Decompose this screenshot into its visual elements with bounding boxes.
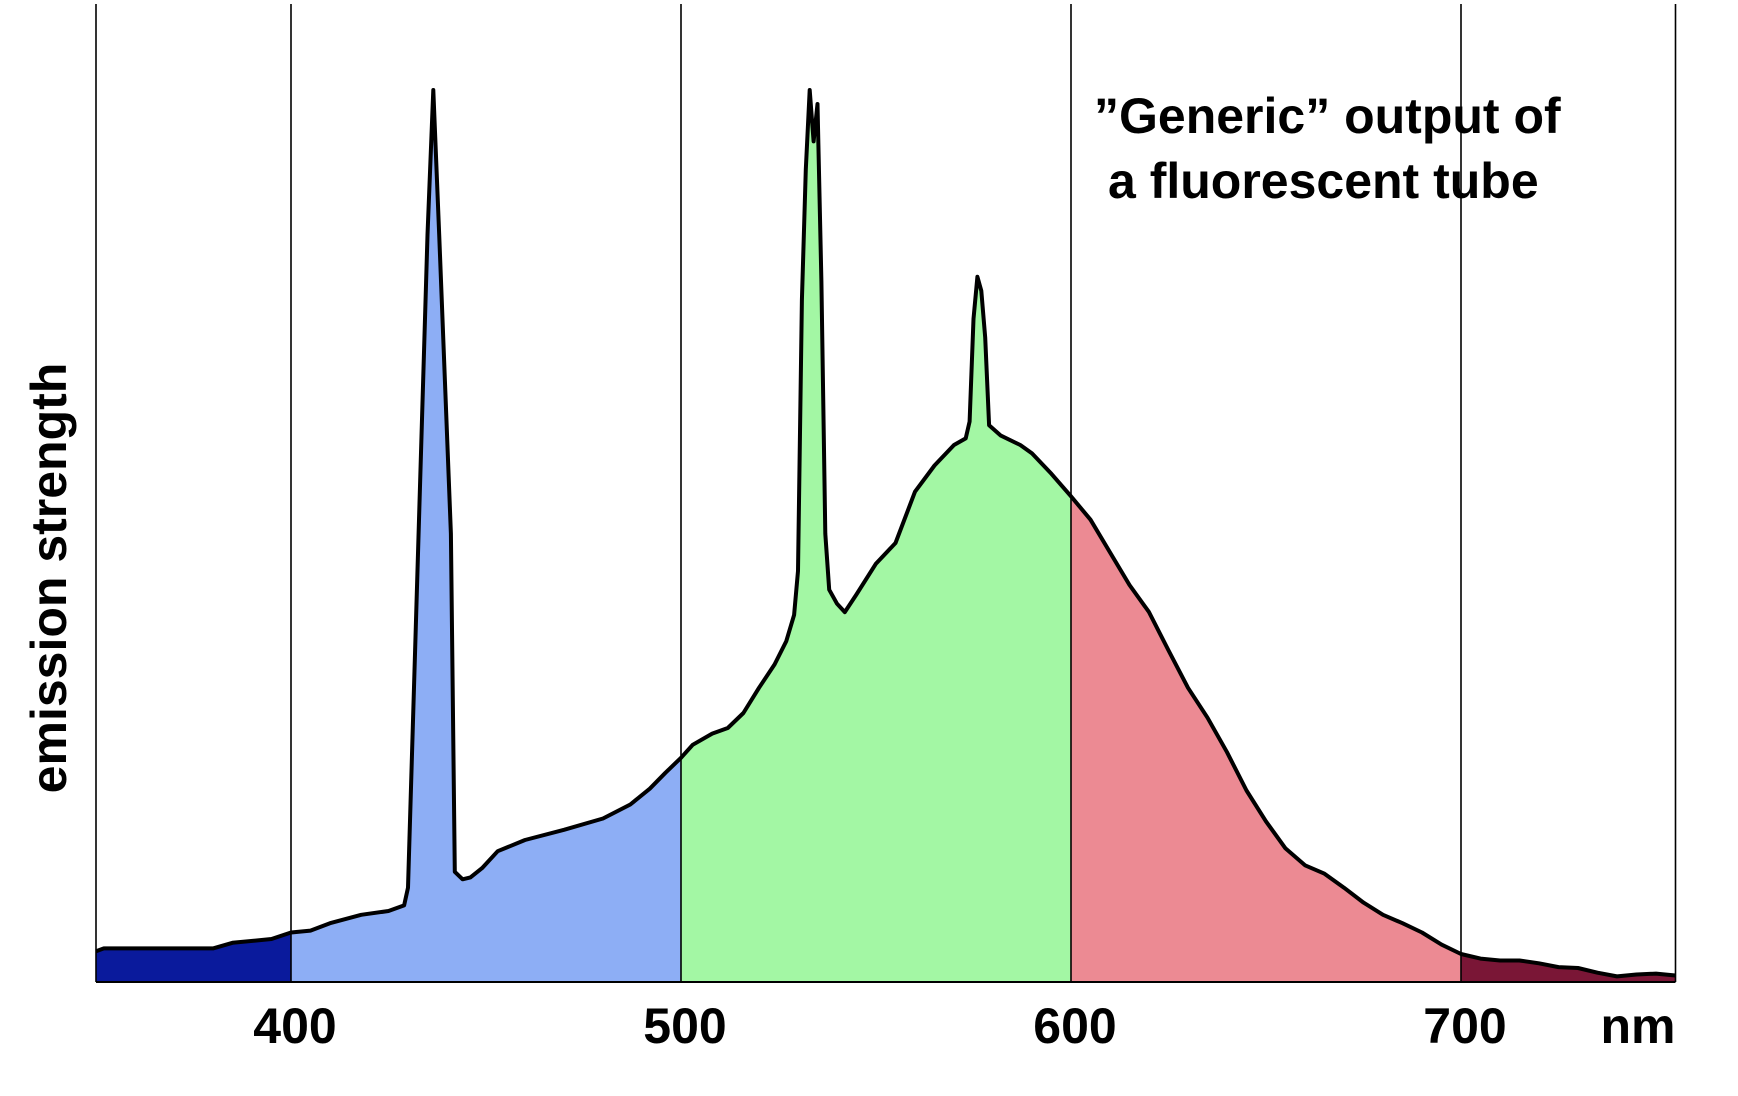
- x-tick-label-400: 400: [253, 998, 336, 1054]
- band-400-500: [291, 90, 681, 982]
- color-bands: [96, 90, 1676, 982]
- x-tick-label-500: 500: [643, 998, 726, 1054]
- band-600-700: [1071, 496, 1461, 982]
- band-350-400: [96, 932, 291, 982]
- x-tick-labels: 400 500 600 700: [253, 998, 1506, 1054]
- band-500-600: [681, 90, 1071, 982]
- x-tick-label-700: 700: [1423, 998, 1506, 1054]
- y-axis-label: emission strength: [21, 363, 77, 794]
- spectrum-curve: [95, 88, 1676, 979]
- x-axis-unit-label: nm: [1601, 998, 1676, 1054]
- x-tick-label-600: 600: [1033, 998, 1116, 1054]
- annotation-line-1: ”Generic” output of: [1094, 88, 1561, 144]
- wavelength-gridlines: [95, 4, 1677, 982]
- annotation-line-2: a fluorescent tube: [1108, 153, 1539, 209]
